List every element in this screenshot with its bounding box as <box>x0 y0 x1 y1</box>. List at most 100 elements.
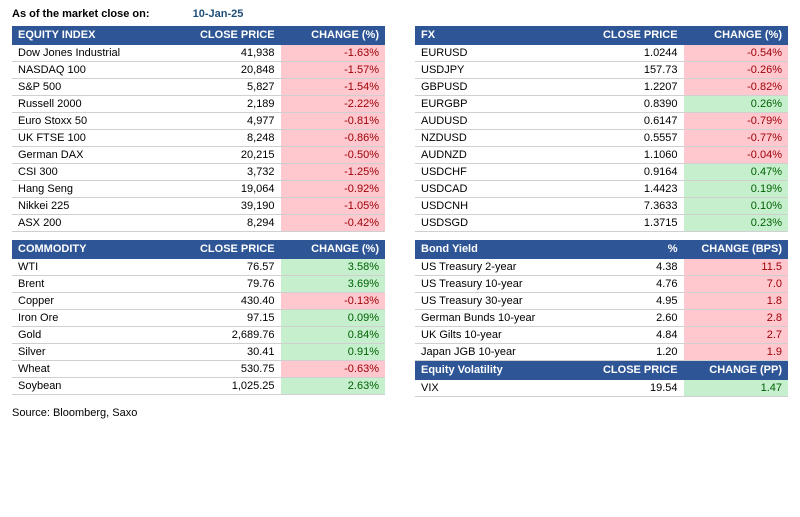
row-name: USDCHF <box>415 164 594 181</box>
row-price: 2,689.76 <box>191 327 281 344</box>
table-row: EURGBP0.83900.26% <box>415 96 788 113</box>
row-price: 2,189 <box>191 96 281 113</box>
bond-col-price: % <box>594 240 684 259</box>
vol-body: VIX19.541.47 <box>415 380 788 397</box>
table-row: UK Gilts 10-year4.842.7 <box>415 327 788 344</box>
row-price: 20,215 <box>191 147 281 164</box>
row-change: 3.58% <box>281 259 385 276</box>
row-name: German Bunds 10-year <box>415 310 594 327</box>
row-change: -0.81% <box>281 113 385 130</box>
row-name: Iron Ore <box>12 310 191 327</box>
row-name: EURUSD <box>415 45 594 62</box>
report-date-line: As of the market close on: 10-Jan-25 <box>12 8 788 20</box>
row-name: Soybean <box>12 378 191 395</box>
table-row: USDJPY157.73-0.26% <box>415 62 788 79</box>
row-price: 1.20 <box>594 344 684 361</box>
row-change: 3.69% <box>281 276 385 293</box>
vol-col-change: CHANGE (PP) <box>684 361 788 380</box>
table-row: Euro Stoxx 504,977-0.81% <box>12 113 385 130</box>
table-row: ASX 2008,294-0.42% <box>12 215 385 232</box>
vol-col-price: CLOSE PRICE <box>594 361 684 380</box>
row-change: 0.10% <box>684 198 788 215</box>
equity-title: EQUITY INDEX <box>12 26 191 45</box>
row-name: Copper <box>12 293 191 310</box>
row-name: Gold <box>12 327 191 344</box>
row-price: 4.76 <box>594 276 684 293</box>
row-name: USDCAD <box>415 181 594 198</box>
row-change: 11.5 <box>684 259 788 276</box>
row-change: -0.54% <box>684 45 788 62</box>
row-change: 0.23% <box>684 215 788 232</box>
table-row: S&P 5005,827-1.54% <box>12 79 385 96</box>
row-price: 30.41 <box>191 344 281 361</box>
row-change: -0.42% <box>281 215 385 232</box>
row-change: 2.63% <box>281 378 385 395</box>
row-price: 0.5557 <box>594 130 684 147</box>
row-name: UK FTSE 100 <box>12 130 191 147</box>
table-row: USDCHF0.91640.47% <box>415 164 788 181</box>
row-change: -1.54% <box>281 79 385 96</box>
fx-table: FX CLOSE PRICE CHANGE (%) EURUSD1.0244-0… <box>415 26 788 232</box>
table-row: German DAX20,215-0.50% <box>12 147 385 164</box>
row-price: 2.60 <box>594 310 684 327</box>
row-name: Wheat <box>12 361 191 378</box>
fx-col-price: CLOSE PRICE <box>594 26 684 45</box>
bond-table: Bond Yield % CHANGE (BPS) US Treasury 2-… <box>415 240 788 361</box>
row-name: USDJPY <box>415 62 594 79</box>
row-change: -0.77% <box>684 130 788 147</box>
row-name: US Treasury 2-year <box>415 259 594 276</box>
table-row: Copper430.40-0.13% <box>12 293 385 310</box>
row-price: 3,732 <box>191 164 281 181</box>
fx-body: EURUSD1.0244-0.54%USDJPY157.73-0.26%GBPU… <box>415 45 788 232</box>
row-price: 1.0244 <box>594 45 684 62</box>
row-price: 8,294 <box>191 215 281 232</box>
fx-col-change: CHANGE (%) <box>684 26 788 45</box>
row-change: -1.57% <box>281 62 385 79</box>
row-change: 0.91% <box>281 344 385 361</box>
row-price: 5,827 <box>191 79 281 96</box>
row-change: -0.92% <box>281 181 385 198</box>
row-price: 39,190 <box>191 198 281 215</box>
row-name: GBPUSD <box>415 79 594 96</box>
row-price: 0.9164 <box>594 164 684 181</box>
row-name: NZDUSD <box>415 130 594 147</box>
row-name: Nikkei 225 <box>12 198 191 215</box>
row-price: 19,064 <box>191 181 281 198</box>
row-price: 4,977 <box>191 113 281 130</box>
right-column: FX CLOSE PRICE CHANGE (%) EURUSD1.0244-0… <box>415 26 788 397</box>
row-name: EURGBP <box>415 96 594 113</box>
row-name: Hang Seng <box>12 181 191 198</box>
row-name: UK Gilts 10-year <box>415 327 594 344</box>
table-row: NZDUSD0.5557-0.77% <box>415 130 788 147</box>
table-row: USDSGD1.37150.23% <box>415 215 788 232</box>
row-name: ASX 200 <box>12 215 191 232</box>
row-price: 41,938 <box>191 45 281 62</box>
table-row: Russell 20002,189-2.22% <box>12 96 385 113</box>
row-change: -2.22% <box>281 96 385 113</box>
row-price: 530.75 <box>191 361 281 378</box>
fx-title: FX <box>415 26 594 45</box>
row-name: WTI <box>12 259 191 276</box>
table-row: Iron Ore97.150.09% <box>12 310 385 327</box>
commodity-title: COMMODITY <box>12 240 191 259</box>
commodity-col-change: CHANGE (%) <box>281 240 385 259</box>
row-price: 1.1060 <box>594 147 684 164</box>
table-row: Nikkei 22539,190-1.05% <box>12 198 385 215</box>
table-row: CSI 3003,732-1.25% <box>12 164 385 181</box>
table-row: USDCAD1.44230.19% <box>415 181 788 198</box>
row-name: German DAX <box>12 147 191 164</box>
row-name: S&P 500 <box>12 79 191 96</box>
row-price: 157.73 <box>594 62 684 79</box>
row-change: -1.63% <box>281 45 385 62</box>
left-column: EQUITY INDEX CLOSE PRICE CHANGE (%) Dow … <box>12 26 385 397</box>
row-change: -0.50% <box>281 147 385 164</box>
row-change: 0.09% <box>281 310 385 327</box>
row-change: 7.0 <box>684 276 788 293</box>
row-price: 7.3633 <box>594 198 684 215</box>
row-name: CSI 300 <box>12 164 191 181</box>
table-row: AUDUSD0.6147-0.79% <box>415 113 788 130</box>
table-row: GBPUSD1.2207-0.82% <box>415 79 788 96</box>
table-row: US Treasury 10-year4.767.0 <box>415 276 788 293</box>
row-price: 0.8390 <box>594 96 684 113</box>
row-change: 2.8 <box>684 310 788 327</box>
